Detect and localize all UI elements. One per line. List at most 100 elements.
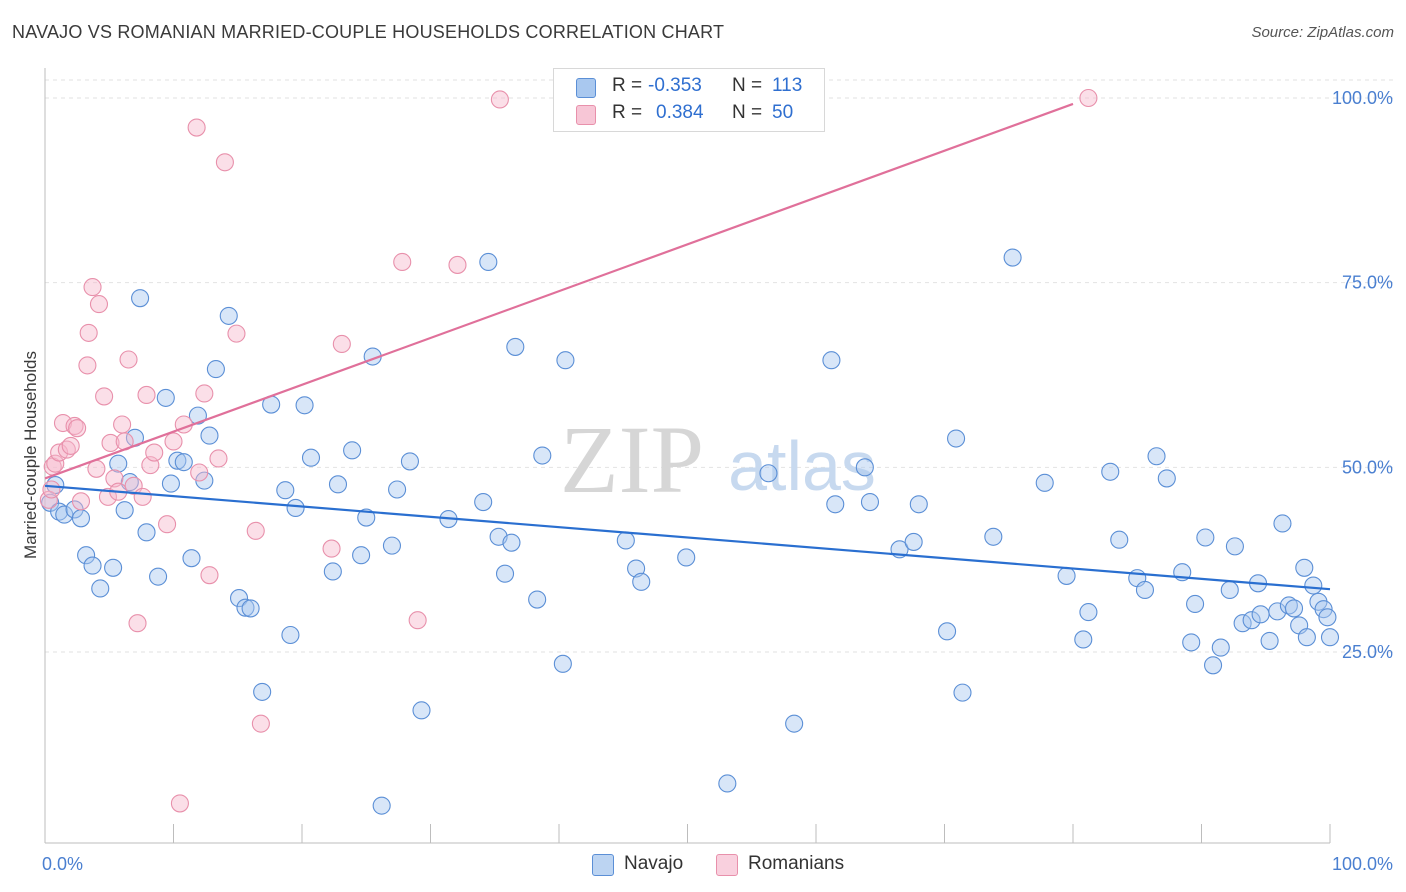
romanian-point (1079, 88, 1098, 108)
navajo-point (206, 360, 225, 379)
navajo-point (1074, 630, 1093, 649)
navajo-point (236, 598, 255, 617)
navajo-point (553, 654, 572, 673)
x-tick-label: 100.0% (1332, 854, 1393, 874)
trend-lines (44, 102, 1331, 591)
navajo-point (357, 508, 376, 527)
gridlines (45, 79, 1393, 653)
navajo-point (50, 502, 69, 521)
navajo-point (1284, 599, 1304, 618)
navajo-point (718, 774, 737, 793)
romanian-point (209, 449, 228, 468)
navajo-point (168, 451, 187, 470)
navajo-point (860, 493, 880, 512)
navajo-point (388, 480, 407, 499)
navajo-point (474, 493, 493, 512)
navajo-point (115, 501, 134, 520)
romanian-point (158, 515, 177, 534)
navajo-point (947, 429, 966, 448)
x-tick-label: 0.0% (42, 854, 83, 874)
romanian-point (119, 350, 138, 369)
romanian-point (322, 539, 341, 558)
navajo-point (1318, 608, 1337, 627)
navajo-point (1220, 580, 1239, 600)
navajo-point (295, 396, 314, 415)
romanian-point (101, 433, 120, 453)
romanian-point (251, 714, 270, 733)
navajo-point (161, 474, 180, 493)
navajo-point (1157, 469, 1176, 488)
navajo-point (1101, 462, 1120, 481)
navajo-point (323, 562, 342, 581)
tick-labels: 100.0% 75.0% 50.0% 25.0% 0.0% 100.0% (42, 88, 1393, 874)
navajo-point (328, 475, 348, 494)
navajo-point (1242, 611, 1261, 630)
romanian-trend-line (44, 102, 1074, 480)
romanians-legend-label: Romanians (748, 853, 845, 874)
y-tick-label: 75.0% (1342, 273, 1393, 293)
navajo-point (276, 481, 295, 500)
navajo-point (506, 337, 525, 356)
romanian-point (71, 492, 91, 511)
romanian-point (448, 255, 467, 274)
romanian-point (89, 295, 109, 314)
navajo-point (632, 572, 651, 591)
navajo-point (77, 546, 96, 565)
watermark-zip: ZIP (560, 406, 704, 513)
navajo-point (1079, 603, 1098, 622)
navajo-point (1182, 633, 1201, 652)
legend-n-value: 113 (772, 75, 803, 96)
navajo-point (229, 589, 249, 608)
romanian-point (215, 153, 234, 172)
navajo-point (253, 682, 272, 701)
navajo-point (495, 564, 515, 583)
watermark: ZIP atlas (560, 406, 876, 513)
navajo-point (104, 558, 123, 577)
navajo-point (855, 458, 874, 477)
navajo-point (301, 448, 321, 467)
y-tick-label: 25.0% (1342, 642, 1393, 662)
y-tick-label: 100.0% (1332, 88, 1393, 108)
navajo-point (785, 714, 804, 733)
romanian-point (170, 794, 189, 813)
navajo-point (822, 351, 841, 370)
navajo-point (241, 599, 260, 618)
romanian-point (227, 324, 246, 343)
navajo-point (1304, 576, 1323, 595)
navajo-point (343, 441, 362, 460)
romanian-point (187, 118, 206, 137)
legend-n-label: N = (732, 75, 763, 96)
navajo-point (826, 495, 845, 514)
navajo-point (71, 509, 91, 528)
navajo-point (1260, 631, 1279, 650)
romanian-point (128, 614, 147, 633)
romanian-point (83, 278, 102, 297)
navajo-point (352, 546, 371, 565)
navajo-points (41, 248, 1340, 815)
legend-n-value: 50 (772, 102, 794, 123)
navajo-point (1211, 638, 1230, 657)
romanian-point (79, 323, 98, 342)
romanian-point (95, 387, 114, 406)
romanian-point (53, 413, 73, 433)
romanian-point (490, 90, 509, 109)
navajo-point (372, 796, 391, 815)
romanian-point (164, 432, 183, 451)
romanian-point (137, 385, 156, 404)
navajo-point (556, 351, 575, 370)
navajo-legend-label: Navajo (624, 853, 684, 874)
navajo-point (1057, 566, 1076, 585)
navajo-point (188, 406, 207, 425)
navajo-point (91, 579, 110, 598)
navajo-point (1295, 558, 1314, 577)
navajo-point (533, 446, 552, 465)
navajo-point (759, 464, 778, 483)
navajo-point (131, 289, 150, 308)
navajo-point (616, 531, 635, 550)
romanian-swatch (716, 854, 738, 876)
romanian-point (200, 566, 219, 585)
chart-title: NAVAJO VS ROMANIAN MARRIED-COUPLE HOUSEH… (12, 22, 725, 42)
legend-r-value: -0.353 (648, 75, 702, 96)
romanian-point (133, 487, 152, 506)
navajo-point (83, 556, 102, 575)
